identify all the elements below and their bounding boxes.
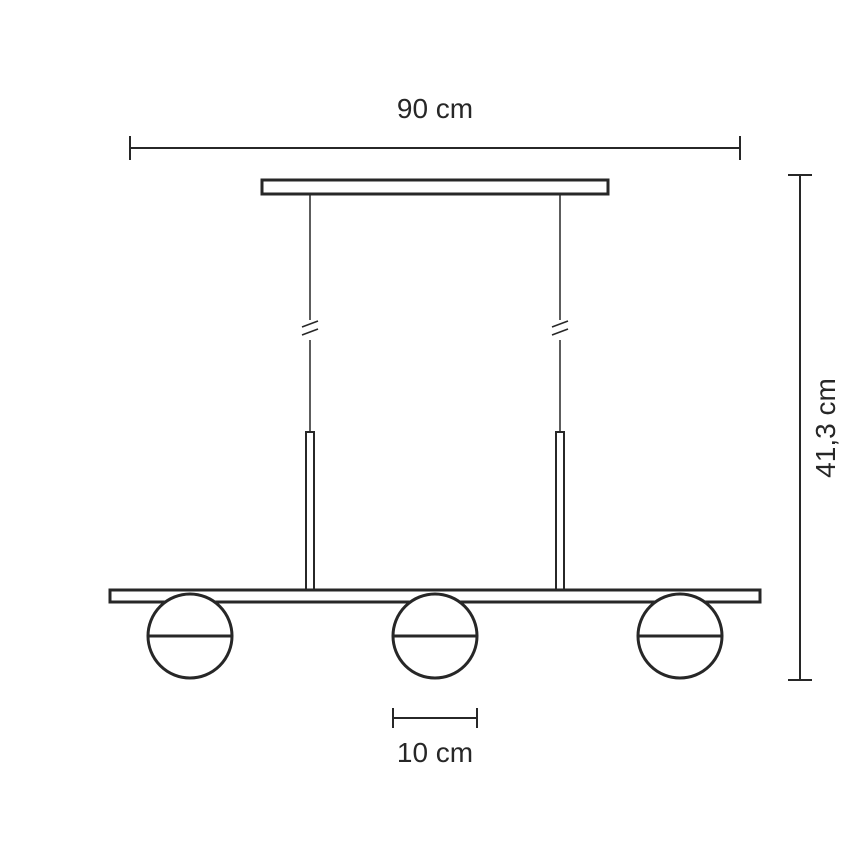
cable-break-mark — [302, 321, 318, 327]
cable-break-mark — [302, 329, 318, 335]
width-dimension-label: 90 cm — [397, 93, 473, 124]
cable-break-mark — [552, 321, 568, 327]
height-dimension-label: 41,3 cm — [810, 378, 841, 478]
cable-break-mark — [552, 329, 568, 335]
ceiling-canopy — [262, 180, 608, 194]
suspension-rod — [556, 432, 564, 590]
sphere-dimension-label: 10 cm — [397, 737, 473, 768]
suspension-rod — [306, 432, 314, 590]
